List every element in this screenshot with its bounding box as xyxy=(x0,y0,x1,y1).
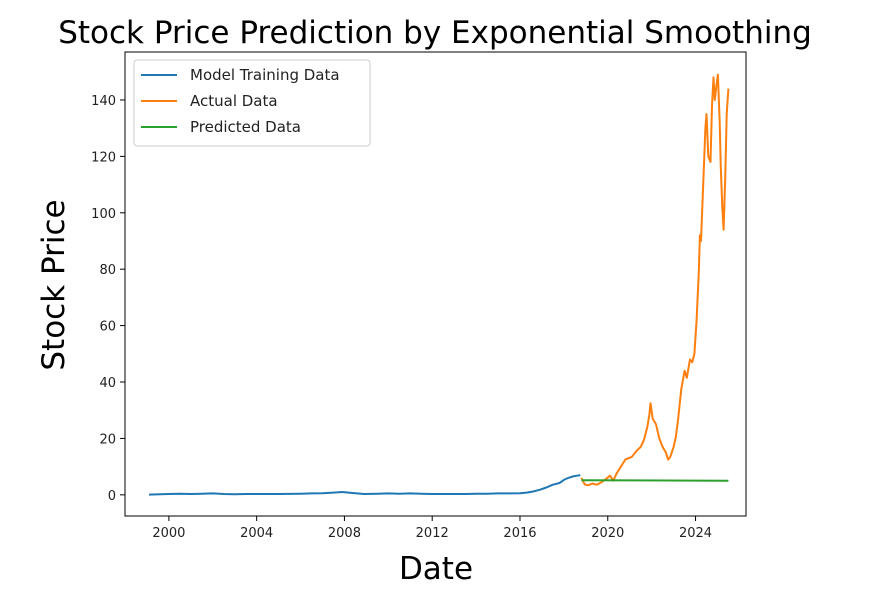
legend-label: Predicted Data xyxy=(190,118,301,136)
y-tick-label: 0 xyxy=(108,489,116,504)
y-axis-title: Stock Price xyxy=(36,199,72,370)
y-tick-label: 20 xyxy=(99,432,116,447)
x-tick-label: 2004 xyxy=(240,526,273,541)
x-tick-label: 2000 xyxy=(152,526,185,541)
series-line-0 xyxy=(149,474,581,496)
y-axis-ticks: 0 20 40 60 80 100 120 140 xyxy=(91,94,125,504)
legend-label: Model Training Data xyxy=(190,66,340,84)
legend-box xyxy=(133,59,371,147)
x-tick-label: 2012 xyxy=(416,526,449,541)
x-tick-label: 2024 xyxy=(679,526,712,541)
x-tick-label: 2016 xyxy=(503,526,536,541)
x-tick-label: 2008 xyxy=(328,526,361,541)
legend: Model Training Data Actual Data Predicted … xyxy=(133,59,371,147)
y-tick-label: 80 xyxy=(99,263,116,278)
series-layer xyxy=(149,73,730,496)
legend-entries: Model Training Data Actual Data Predicted … xyxy=(141,66,340,136)
x-axis-title: Date xyxy=(399,551,473,587)
y-tick-label: 100 xyxy=(91,207,116,222)
legend-label: Actual Data xyxy=(190,92,278,110)
y-tick-label: 60 xyxy=(99,320,116,335)
y-tick-label: 40 xyxy=(99,376,116,391)
plot-frame xyxy=(124,51,747,517)
y-tick-label: 140 xyxy=(91,94,116,109)
x-axis-ticks: 2000 2004 2008 2012 2016 2020 2024 xyxy=(152,516,712,541)
series-line-1 xyxy=(580,73,730,487)
x-tick-label: 2020 xyxy=(591,526,624,541)
series-line-2 xyxy=(581,479,729,482)
y-tick-label: 120 xyxy=(91,150,116,165)
chart-title: Stock Price Prediction by Exponential Sm… xyxy=(58,15,812,51)
